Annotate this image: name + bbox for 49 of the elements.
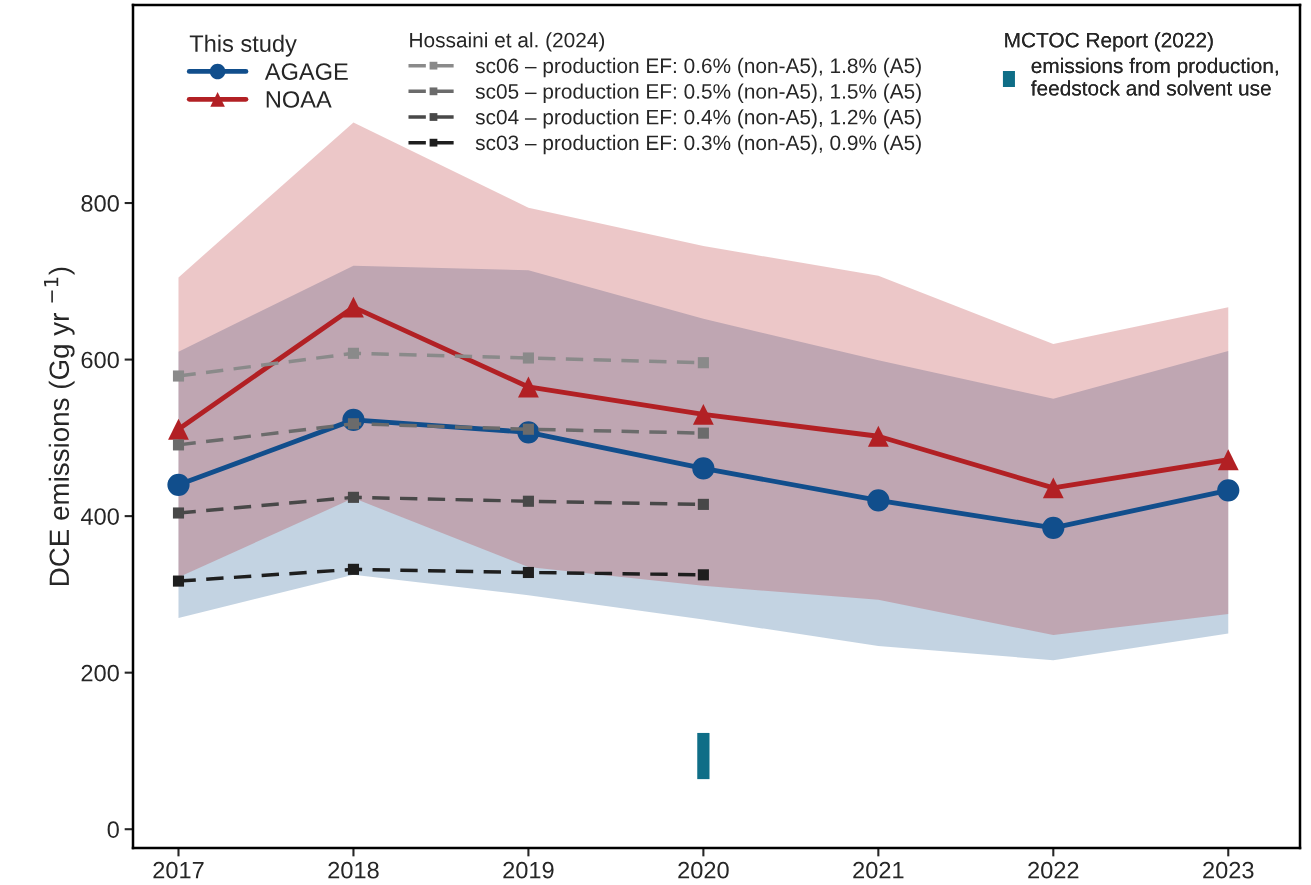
y-tick-label: 0 bbox=[107, 821, 119, 838]
point bbox=[168, 418, 189, 440]
point bbox=[343, 296, 364, 318]
legend-label: sc03 – production EF: 0.3% (non-A5), 0.9% (A5) bbox=[475, 134, 921, 155]
text: This study bbox=[189, 34, 297, 57]
point bbox=[522, 352, 534, 364]
text: Hossaini et al. (2024) bbox=[410, 32, 605, 52]
x-tick-label: 2023 bbox=[1203, 861, 1254, 879]
x-tick-label: 2020 bbox=[678, 861, 729, 879]
text: MCTOC Report (2022) bbox=[1005, 32, 1213, 52]
x-tick-label: 2022 bbox=[1028, 861, 1079, 879]
point bbox=[1042, 516, 1065, 539]
point bbox=[518, 376, 539, 398]
point bbox=[692, 457, 715, 480]
y-tick-label: 400 bbox=[80, 508, 119, 525]
point bbox=[867, 489, 890, 512]
x-tick-label: 2017 bbox=[153, 861, 204, 879]
legend-label: AGAGE bbox=[264, 63, 348, 80]
point bbox=[347, 347, 360, 359]
legend-label: emissions from production, feedstock and solvent use bbox=[1031, 57, 1278, 96]
point bbox=[1217, 449, 1239, 471]
x-tick-label: 2018 bbox=[328, 861, 379, 879]
y-axis-title: DCE emissions (Gg yr $^{−1}$) bbox=[44, 267, 75, 586]
point bbox=[172, 370, 185, 382]
point bbox=[522, 495, 534, 507]
point bbox=[172, 439, 185, 451]
point bbox=[522, 566, 534, 579]
point bbox=[347, 491, 360, 503]
point bbox=[697, 357, 709, 369]
x-tick-label: 2021 bbox=[853, 861, 904, 879]
point bbox=[1217, 479, 1240, 502]
legend-label: sc04 – production EF: 0.4% (non-A5), 1.2% (A5) bbox=[475, 109, 921, 129]
legend-label: NOAA bbox=[266, 91, 332, 108]
point bbox=[167, 473, 190, 496]
point bbox=[347, 563, 360, 575]
point bbox=[697, 498, 709, 510]
x-tick-label: 2019 bbox=[503, 861, 554, 879]
y-tick-label: 600 bbox=[81, 351, 119, 369]
point bbox=[172, 507, 185, 519]
point bbox=[1042, 477, 1064, 499]
point bbox=[692, 403, 714, 425]
point bbox=[697, 427, 709, 439]
point bbox=[172, 575, 185, 587]
point bbox=[867, 425, 889, 447]
y-tick-label: 800 bbox=[81, 195, 119, 212]
y-tick-label: 200 bbox=[81, 664, 119, 682]
legend-label: sc06 – production EF: 0.6% (non-A5), 1.8% (A5) bbox=[475, 57, 921, 78]
point bbox=[697, 569, 709, 581]
legend-label: sc05 – production EF: 0.5% (non-A5), 1.5% (A5) bbox=[475, 83, 921, 103]
